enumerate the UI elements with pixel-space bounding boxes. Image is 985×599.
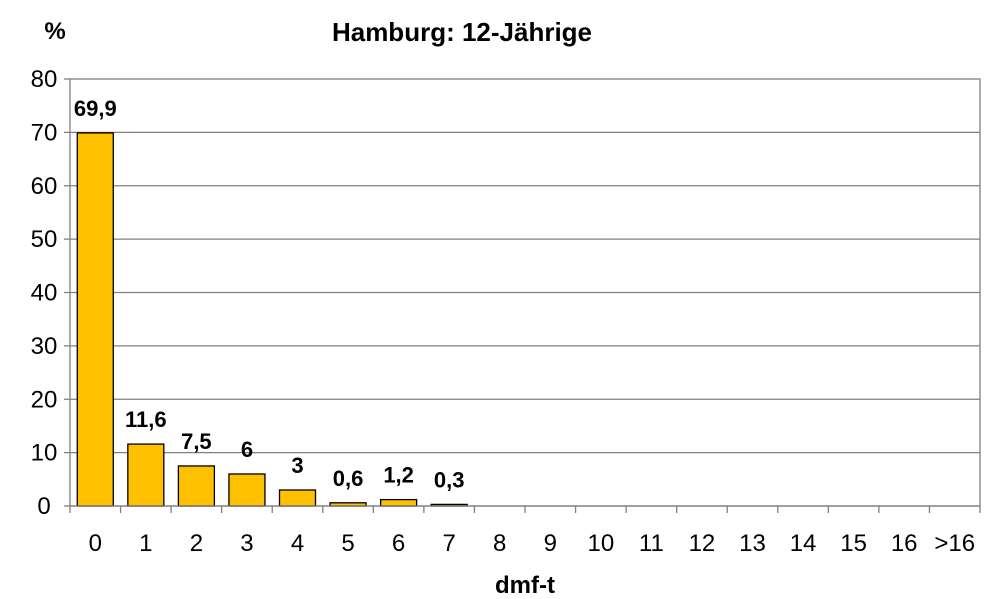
x-tick-label: 2 [190, 530, 203, 557]
data-label: 69,9 [74, 96, 117, 121]
x-tick-label: 15 [840, 530, 867, 557]
bars [76, 132, 468, 507]
bar [127, 443, 165, 507]
y-axis-ticks: 0 10 20 30 40 50 60 70 80 [31, 66, 70, 520]
x-tick-label: 8 [493, 530, 506, 557]
data-label: 3 [291, 453, 303, 478]
x-tick-label: 0 [89, 530, 102, 557]
bar [379, 498, 418, 507]
x-axis-label: dmf-t [495, 572, 555, 594]
data-label: 7,5 [181, 429, 212, 454]
chart-title: Hamburg: 12-Jährige [332, 17, 592, 47]
y-tick-label: 60 [31, 173, 58, 200]
y-tick-label: 30 [31, 333, 58, 360]
gridlines [70, 131, 980, 454]
x-tick-label: 14 [790, 530, 817, 557]
x-tick-label: 6 [392, 530, 405, 557]
x-tick-label: 3 [240, 530, 253, 557]
data-labels: 69,9 11,6 7,5 6 3 0,6 1,2 0,3 [74, 96, 465, 492]
x-axis-ticks: 0 1 2 3 4 5 6 7 8 9 10 11 12 13 14 15 16 >16 [69, 506, 981, 557]
y-tick-label: 80 [31, 66, 58, 93]
x-tick-label: 12 [689, 530, 716, 557]
data-label: 1,2 [383, 463, 414, 488]
data-label: 0,6 [333, 466, 364, 491]
x-tick-label: 5 [341, 530, 354, 557]
data-label: 6 [241, 437, 253, 462]
y-tick-label: 0 [37, 493, 50, 520]
y-tick-label: 40 [31, 280, 58, 307]
x-tick-label: >16 [934, 530, 975, 557]
y-tick-label: 10 [31, 440, 58, 467]
x-tick-label: 13 [739, 530, 766, 557]
x-tick-label: 4 [291, 530, 304, 557]
bar [76, 132, 114, 507]
x-tick-label: 9 [544, 530, 557, 557]
data-label: 11,6 [125, 407, 167, 432]
bar [228, 473, 266, 507]
x-tick-label: 1 [139, 530, 152, 557]
y-tick-label: 70 [31, 119, 58, 146]
x-tick-label: 10 [587, 530, 614, 557]
x-tick-label: 11 [639, 530, 664, 557]
y-tick-label: 20 [31, 386, 58, 413]
bar [278, 489, 317, 507]
x-tick-label: 7 [442, 530, 455, 557]
bar [177, 465, 216, 507]
y-axis-label: % [44, 18, 65, 45]
x-tick-label: 16 [891, 530, 918, 557]
y-tick-label: 50 [31, 226, 58, 253]
data-label: 0,3 [434, 467, 465, 492]
